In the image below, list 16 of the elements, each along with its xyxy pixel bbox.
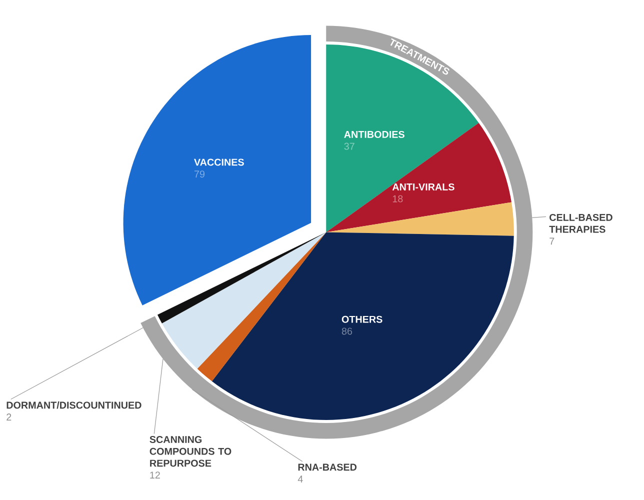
data-label: 4 bbox=[298, 476, 303, 482]
data-label: 86 bbox=[342, 328, 352, 335]
slice-label: CELL-BASED THERAPIES bbox=[549, 214, 612, 233]
data-label: 7 bbox=[550, 238, 554, 245]
slice-label: ANTIBODIES bbox=[344, 130, 404, 138]
data-label: 18 bbox=[392, 195, 403, 202]
slice-label: DORMANT/DISCOUNTINUED bbox=[6, 401, 142, 409]
slice-label: OTHERS bbox=[342, 316, 382, 323]
data-label: 12 bbox=[150, 472, 160, 478]
slice-label: RNA-BASED bbox=[298, 464, 357, 471]
slice-label: VACCINES bbox=[194, 158, 244, 166]
data-label: 37 bbox=[344, 142, 354, 150]
data-label: 2 bbox=[6, 414, 12, 420]
slice-label: SCANNING COMPOUNDS TO REPURPOSE bbox=[150, 436, 232, 467]
data-label: 79 bbox=[194, 170, 204, 178]
slice-label: ANTI-VIRALS bbox=[392, 183, 454, 190]
